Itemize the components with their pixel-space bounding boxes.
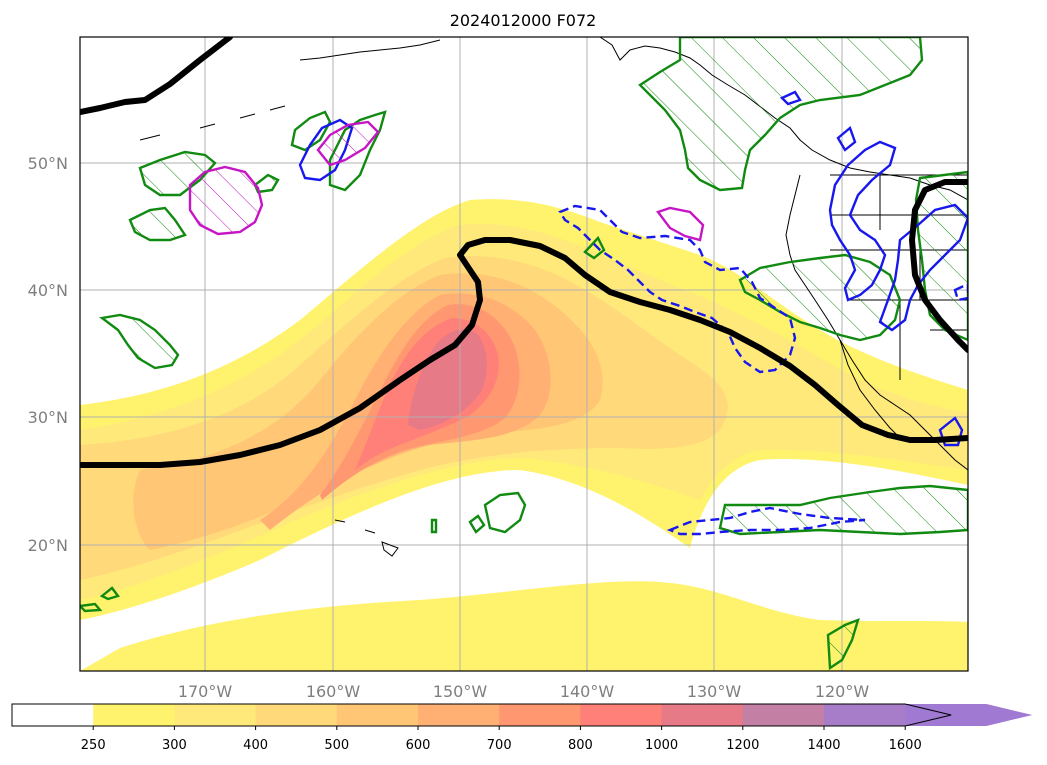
green-contour-small-2 xyxy=(290,110,332,152)
jet-line-east xyxy=(909,179,968,353)
map-frame xyxy=(79,36,969,672)
lat-label-20n: 20°N xyxy=(28,536,68,555)
colorbar-cell xyxy=(12,704,94,726)
jet-axis-lines xyxy=(80,37,968,468)
green-contour-small-11 xyxy=(430,518,438,534)
colorbar-tick-label: 300 xyxy=(162,738,187,753)
colorbar-tick-label: 800 xyxy=(568,738,593,753)
lon-label-120w: 120°W xyxy=(815,682,870,701)
magenta-hatched-region-1 xyxy=(188,165,264,236)
lat-label-40n: 40°N xyxy=(28,281,68,300)
ivt-band-1000 xyxy=(408,329,487,430)
colorbar-tick-label: 500 xyxy=(324,738,349,753)
baja-california xyxy=(839,339,903,441)
green-contour-small-5 xyxy=(483,491,527,534)
colorbar-extend-arrow xyxy=(905,704,1033,726)
lat-label-30n: 30°N xyxy=(28,408,68,427)
colorbar-outline xyxy=(11,703,952,727)
jet-line-main xyxy=(80,237,968,468)
colorbar-cell xyxy=(580,704,663,726)
lon-label-140w: 140°W xyxy=(560,682,615,701)
colorbar-cell xyxy=(336,704,419,726)
lon-label-130w: 130°W xyxy=(687,682,742,701)
map-title: 2024012000 F072 xyxy=(450,11,597,30)
green-contour-small-9 xyxy=(99,586,120,601)
colorbar-cell xyxy=(174,704,257,726)
green-contours xyxy=(80,37,968,671)
green-contour-small-7 xyxy=(826,618,860,671)
colorbar-tick-label: 400 xyxy=(243,738,268,753)
colorbar-cell xyxy=(824,704,906,726)
green-contour-small-1 xyxy=(128,206,187,242)
green-hatched-region-south xyxy=(718,484,968,536)
colorbar-tick-label: 250 xyxy=(81,738,106,753)
lat-label-50n: 50°N xyxy=(28,154,68,173)
blue-contour-solid-2 xyxy=(828,140,897,302)
jet-line-north xyxy=(80,37,233,115)
colorbar-cell xyxy=(661,704,744,726)
colorbar-cell xyxy=(499,704,581,726)
alaska-peninsula xyxy=(299,39,441,61)
longitude-labels: 170°W 160°W 150°W 140°W 130°W 120°W xyxy=(178,682,870,701)
green-hatched-region-mid xyxy=(99,313,180,370)
ivt-band-250-south xyxy=(80,581,968,671)
aleutian-islands xyxy=(139,105,286,141)
lon-label-160w: 160°W xyxy=(306,682,361,701)
colorbar-cell xyxy=(255,704,338,726)
colorbar-cell xyxy=(93,704,175,726)
colorbar-tick-label: 1400 xyxy=(807,738,840,753)
colorbar-cell xyxy=(742,704,825,726)
green-contour-small-10 xyxy=(583,235,606,260)
lon-label-170w: 170°W xyxy=(178,682,233,701)
magenta-contours xyxy=(188,120,705,242)
green-hatched-region-alaska xyxy=(638,37,924,192)
magenta-hatched-region-2 xyxy=(316,120,380,167)
colorbar-cell xyxy=(418,704,500,726)
colorbar: 250 300 400 500 600 700 800 1000 1200 1400 1600 xyxy=(11,703,1033,753)
colorbar-tick-labels: 250 300 400 500 600 700 800 1000 1200 1400 1600 xyxy=(81,726,922,753)
blue-contour-solid-5 xyxy=(779,90,802,106)
lon-label-150w: 150°W xyxy=(433,682,488,701)
colorbar-tick-label: 1200 xyxy=(726,738,759,753)
blue-contour-solid-4 xyxy=(836,125,857,152)
hawaii-islands xyxy=(334,519,399,557)
green-contour-small-6 xyxy=(468,514,486,534)
colorbar-tick-label: 600 xyxy=(406,738,431,753)
colorbar-cells xyxy=(11,703,1033,727)
green-contour-small-8 xyxy=(80,602,103,613)
ivt-shading xyxy=(80,199,968,671)
colorbar-tick-label: 1600 xyxy=(889,738,922,753)
colorbar-tick-label: 1000 xyxy=(645,738,678,753)
magenta-contour-3 xyxy=(656,206,705,242)
colorbar-tick-label: 700 xyxy=(487,738,512,753)
blue-contour-dashed-2 xyxy=(666,506,866,536)
latitude-labels: 50°N 40°N 30°N 20°N xyxy=(28,154,68,555)
map-panel xyxy=(80,37,968,671)
